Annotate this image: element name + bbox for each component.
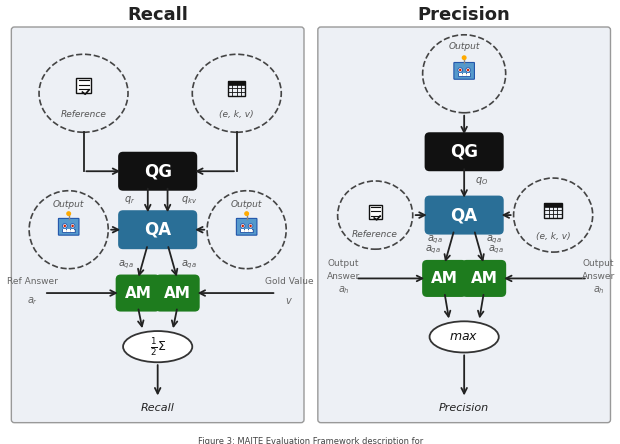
- FancyBboxPatch shape: [318, 27, 611, 423]
- FancyBboxPatch shape: [462, 260, 506, 297]
- Text: AM: AM: [125, 285, 151, 301]
- Text: Precision: Precision: [418, 6, 510, 24]
- Bar: [71, 230, 74, 231]
- Circle shape: [459, 69, 461, 71]
- Text: QG: QG: [144, 162, 172, 180]
- Circle shape: [63, 224, 67, 228]
- Text: $a_h$: $a_h$: [593, 284, 604, 296]
- Circle shape: [63, 225, 66, 227]
- Text: Precision: Precision: [439, 403, 489, 413]
- Text: Gold Value: Gold Value: [265, 277, 314, 286]
- FancyBboxPatch shape: [118, 152, 197, 191]
- Bar: [463, 74, 466, 75]
- Text: Reference: Reference: [352, 230, 398, 239]
- FancyBboxPatch shape: [76, 78, 91, 93]
- Text: QA: QA: [144, 221, 171, 239]
- Text: Output: Output: [231, 200, 262, 209]
- Text: $q_r$: $q_r$: [125, 194, 136, 206]
- Bar: [459, 74, 462, 75]
- FancyBboxPatch shape: [425, 132, 503, 171]
- Bar: [544, 203, 562, 206]
- Text: Recall: Recall: [127, 6, 188, 24]
- Text: $a_{qa}$: $a_{qa}$: [488, 244, 504, 256]
- Text: $a_r$: $a_r$: [27, 295, 38, 307]
- Text: $a_h$: $a_h$: [338, 284, 350, 296]
- FancyBboxPatch shape: [155, 274, 200, 312]
- Text: $q_{kv}$: $q_{kv}$: [181, 194, 197, 206]
- FancyBboxPatch shape: [369, 206, 381, 219]
- Text: Output: Output: [328, 259, 360, 268]
- Ellipse shape: [123, 331, 192, 362]
- Circle shape: [245, 212, 249, 215]
- Text: $q_O$: $q_O$: [476, 175, 489, 187]
- Text: AM: AM: [431, 271, 458, 286]
- FancyBboxPatch shape: [422, 260, 467, 297]
- Bar: [63, 229, 75, 232]
- Text: Answer: Answer: [582, 272, 615, 281]
- Circle shape: [458, 67, 463, 72]
- Bar: [467, 74, 469, 75]
- Bar: [63, 230, 66, 231]
- Text: Answer: Answer: [327, 272, 360, 281]
- FancyBboxPatch shape: [454, 63, 474, 79]
- Text: AM: AM: [471, 271, 497, 286]
- Bar: [68, 230, 70, 231]
- Text: Recall: Recall: [141, 403, 175, 413]
- Text: Output: Output: [583, 259, 614, 268]
- Bar: [249, 230, 252, 231]
- Bar: [246, 230, 248, 231]
- Text: QA: QA: [451, 206, 478, 224]
- Circle shape: [241, 224, 245, 228]
- Text: $a_{qa}$: $a_{qa}$: [425, 244, 441, 256]
- Text: $v$: $v$: [285, 296, 293, 306]
- Text: $max$: $max$: [450, 330, 479, 343]
- Text: Reference: Reference: [61, 110, 107, 119]
- Bar: [241, 230, 244, 231]
- Text: Figure 3: MAITE Evaluation Framework description for: Figure 3: MAITE Evaluation Framework des…: [198, 437, 423, 444]
- Text: $a_{qa}$: $a_{qa}$: [181, 258, 197, 271]
- Circle shape: [466, 67, 471, 72]
- Circle shape: [242, 225, 244, 227]
- Text: Ref Answer: Ref Answer: [7, 277, 58, 286]
- Circle shape: [248, 224, 253, 228]
- Circle shape: [249, 225, 252, 227]
- Text: $a_{qa}$: $a_{qa}$: [427, 233, 443, 246]
- Circle shape: [71, 225, 74, 227]
- FancyBboxPatch shape: [58, 218, 79, 235]
- Text: (e, k, v): (e, k, v): [536, 232, 570, 241]
- Text: Output: Output: [53, 200, 84, 209]
- Text: Output: Output: [448, 42, 480, 51]
- Bar: [544, 203, 562, 218]
- FancyBboxPatch shape: [116, 274, 160, 312]
- Circle shape: [467, 69, 469, 71]
- Text: $\frac{1}{2}\Sigma$: $\frac{1}{2}\Sigma$: [149, 336, 166, 357]
- Circle shape: [70, 224, 75, 228]
- Bar: [458, 73, 471, 76]
- FancyBboxPatch shape: [11, 27, 304, 423]
- Circle shape: [463, 56, 466, 59]
- FancyBboxPatch shape: [425, 196, 503, 234]
- Text: $a_{qa}$: $a_{qa}$: [118, 258, 134, 271]
- Text: AM: AM: [164, 285, 191, 301]
- Bar: [241, 229, 253, 232]
- FancyBboxPatch shape: [118, 210, 197, 249]
- Text: $a_{qa}$: $a_{qa}$: [486, 233, 502, 246]
- Bar: [228, 81, 246, 85]
- Text: (e, k, v): (e, k, v): [219, 110, 254, 119]
- Circle shape: [67, 212, 71, 215]
- Bar: [228, 81, 246, 96]
- Text: QG: QG: [450, 143, 478, 161]
- FancyBboxPatch shape: [236, 218, 257, 235]
- Ellipse shape: [430, 321, 498, 353]
